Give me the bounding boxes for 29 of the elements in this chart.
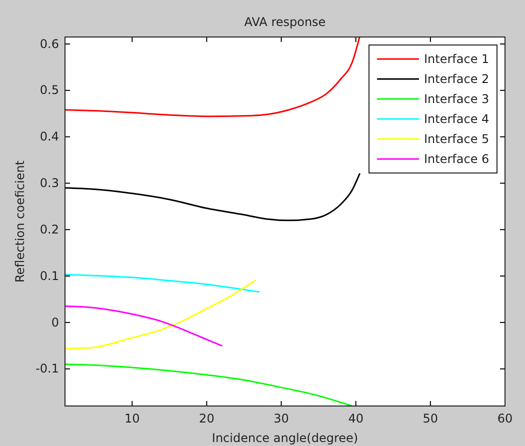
y-axis-title: Reflection coeficient xyxy=(13,160,27,283)
legend-label: Interface 4 xyxy=(424,112,490,126)
legend-label: Interface 2 xyxy=(424,72,490,86)
x-tick-label: 40 xyxy=(348,412,364,426)
y-tick-label: 0.3 xyxy=(40,176,59,190)
y-tick-label: 0.1 xyxy=(40,268,59,283)
chart-title: AVA response xyxy=(244,15,326,29)
y-tick-label: 0.6 xyxy=(40,36,59,51)
x-axis-title: Incidence angle(degree) xyxy=(212,431,358,445)
line-series xyxy=(65,274,260,293)
line-series xyxy=(65,173,360,222)
line-series xyxy=(65,305,222,346)
x-tick-label: 30 xyxy=(274,412,289,426)
y-tick-label: 0.4 xyxy=(40,130,59,144)
x-tick-label: 20 xyxy=(199,412,214,426)
x-tick-label: 60 xyxy=(497,412,513,426)
line-series xyxy=(65,363,353,406)
x-tick-label: 50 xyxy=(422,412,438,426)
line-series xyxy=(65,280,256,350)
y-tick-label: 0.5 xyxy=(40,83,59,98)
legend-label: Interface 6 xyxy=(424,152,490,166)
x-tick-label: 10 xyxy=(124,412,140,426)
legend-label: Interface 3 xyxy=(424,92,490,106)
legend-label: Interface 5 xyxy=(424,132,490,146)
y-tick-label: 0 xyxy=(51,315,59,330)
y-tick-label: 0.2 xyxy=(40,222,59,236)
legend-label: Interface 1 xyxy=(424,52,490,66)
line-series xyxy=(65,37,360,118)
y-tick-label: -0.1 xyxy=(36,362,59,376)
